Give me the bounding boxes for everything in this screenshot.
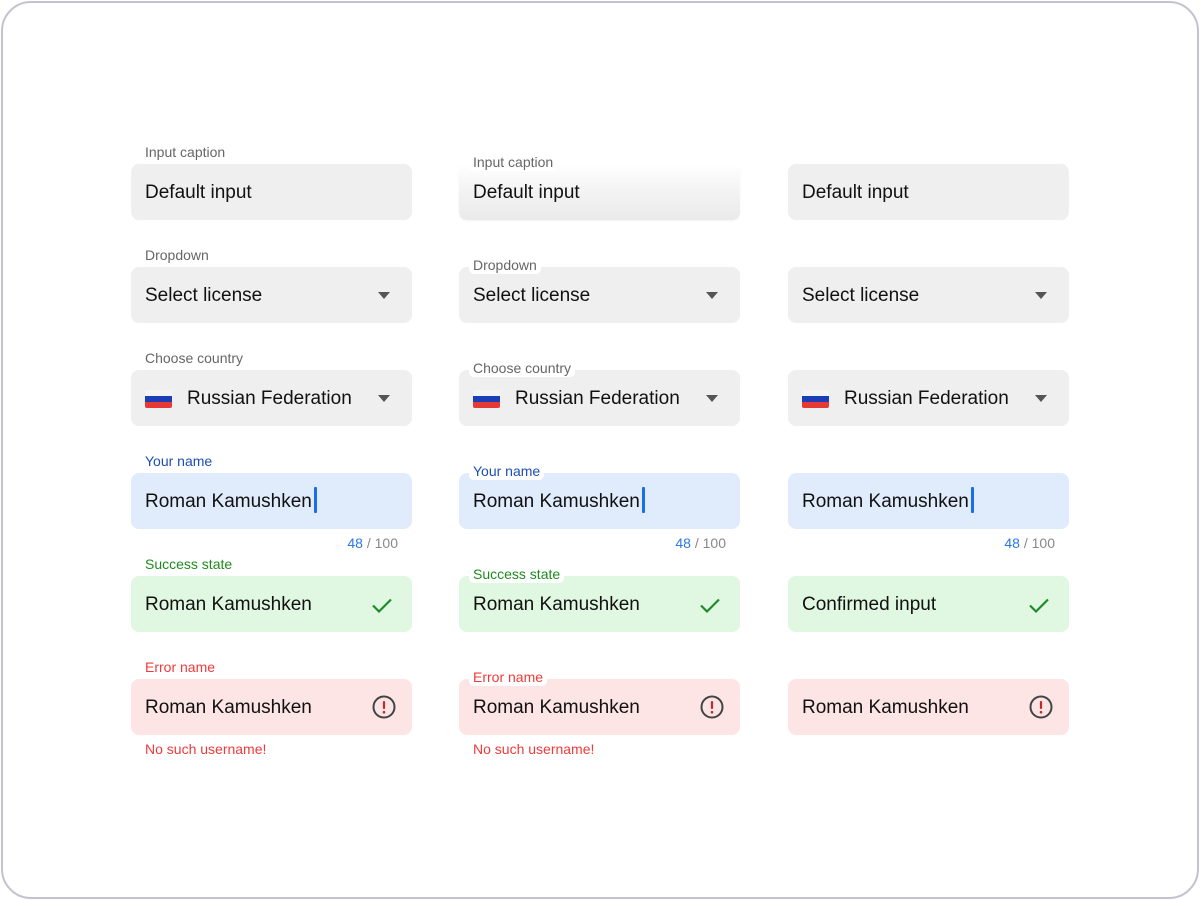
country-field[interactable]: Russian Federation: [788, 370, 1069, 426]
text-cursor: [970, 486, 974, 513]
counter-separator: /: [690, 535, 703, 551]
success-field[interactable]: Confirmed input: [788, 576, 1069, 632]
caret-down-icon[interactable]: [378, 395, 390, 402]
check-icon: [370, 593, 394, 617]
field-label: Dropdown: [469, 257, 541, 274]
error-field[interactable]: Roman Kamushken: [459, 679, 740, 735]
field-value: Confirmed input: [802, 594, 937, 615]
field-label: Dropdown: [145, 247, 209, 263]
field-value: Select license: [145, 285, 263, 306]
text-cursor: [641, 486, 645, 513]
russia-flag-icon: [473, 390, 500, 408]
field-value: Russian Federation: [515, 388, 680, 409]
dropdown-field[interactable]: Select license: [788, 267, 1069, 323]
field-label: Success state: [469, 566, 565, 583]
counter-max: 100: [702, 535, 726, 551]
focus-field[interactable]: Roman Kamushken: [788, 473, 1069, 529]
field-value: Roman Kamushken: [802, 697, 969, 718]
focus-field[interactable]: Roman Kamushken: [459, 473, 740, 529]
alert-circle-icon: [372, 695, 396, 719]
country-field[interactable]: Russian Federation: [131, 370, 412, 426]
flag-stripe: [145, 396, 172, 402]
field-label: Error name: [145, 659, 216, 675]
text-field[interactable]: Default input: [459, 164, 740, 220]
text-field[interactable]: Default input: [131, 164, 412, 220]
error-field[interactable]: Roman Kamushken: [131, 679, 412, 735]
dropdown-field[interactable]: Select license: [131, 267, 412, 323]
field-value: Roman Kamushken: [473, 594, 640, 615]
field-value: Russian Federation: [187, 388, 352, 409]
check-icon: [698, 593, 722, 617]
caret-down-icon[interactable]: [706, 395, 718, 402]
caret-down-icon[interactable]: [706, 292, 718, 299]
counter-max: 100: [1031, 535, 1055, 551]
dropdown-field[interactable]: Select license: [459, 267, 740, 323]
counter-separator: /: [362, 535, 375, 551]
field-value: Roman Kamushken: [145, 594, 312, 615]
character-counter: 48 / 100: [198, 535, 398, 551]
field-value: Russian Federation: [844, 388, 1009, 409]
field-value: Roman Kamushken: [802, 473, 974, 529]
error-helper-text: No such username!: [473, 741, 595, 757]
flag-stripe: [473, 390, 500, 396]
alert-circle-icon: [700, 695, 724, 719]
russia-flag-icon: [802, 390, 829, 408]
field-label: Your name: [469, 463, 545, 480]
field-label: Input caption: [145, 144, 226, 160]
flag-stripe: [473, 402, 500, 408]
russia-flag-icon: [145, 390, 172, 408]
flag-stripe: [473, 396, 500, 402]
success-field[interactable]: Roman Kamushken: [459, 576, 740, 632]
country-field[interactable]: Russian Federation: [459, 370, 740, 426]
field-value: Roman Kamushken: [473, 473, 645, 529]
check-icon: [1027, 593, 1051, 617]
field-label: Choose country: [145, 350, 244, 366]
error-field[interactable]: Roman Kamushken: [788, 679, 1069, 735]
flag-stripe: [802, 402, 829, 408]
field-label: Choose country: [469, 360, 576, 377]
flag-stripe: [145, 390, 172, 396]
alert-circle-icon: [1029, 695, 1053, 719]
focus-field[interactable]: Roman Kamushken: [131, 473, 412, 529]
field-value: Roman Kamushken: [145, 697, 312, 718]
counter-current: 48: [1004, 535, 1020, 551]
field-value: Select license: [802, 285, 920, 306]
error-helper-text: No such username!: [145, 741, 267, 757]
field-value: Default input: [473, 182, 580, 203]
flag-stripe: [802, 396, 829, 402]
character-counter: 48 / 100: [526, 535, 726, 551]
caret-down-icon[interactable]: [1035, 395, 1047, 402]
field-value: Roman Kamushken: [473, 697, 640, 718]
flag-stripe: [145, 402, 172, 408]
counter-max: 100: [374, 535, 398, 551]
text-field[interactable]: Default input: [788, 164, 1069, 220]
field-value: Default input: [145, 182, 252, 203]
counter-current: 48: [347, 535, 363, 551]
field-value: Roman Kamushken: [145, 473, 317, 529]
counter-current: 48: [675, 535, 691, 551]
counter-separator: /: [1019, 535, 1032, 551]
field-value: Default input: [802, 182, 909, 203]
field-value: Select license: [473, 285, 591, 306]
field-label: Input caption: [469, 154, 558, 171]
flag-stripe: [802, 390, 829, 396]
caret-down-icon[interactable]: [1035, 292, 1047, 299]
field-label: Success state: [145, 556, 233, 572]
field-label: Your name: [145, 453, 213, 469]
text-cursor: [313, 486, 317, 513]
character-counter: 48 / 100: [855, 535, 1055, 551]
caret-down-icon[interactable]: [378, 292, 390, 299]
field-label: Error name: [469, 669, 548, 686]
success-field[interactable]: Roman Kamushken: [131, 576, 412, 632]
